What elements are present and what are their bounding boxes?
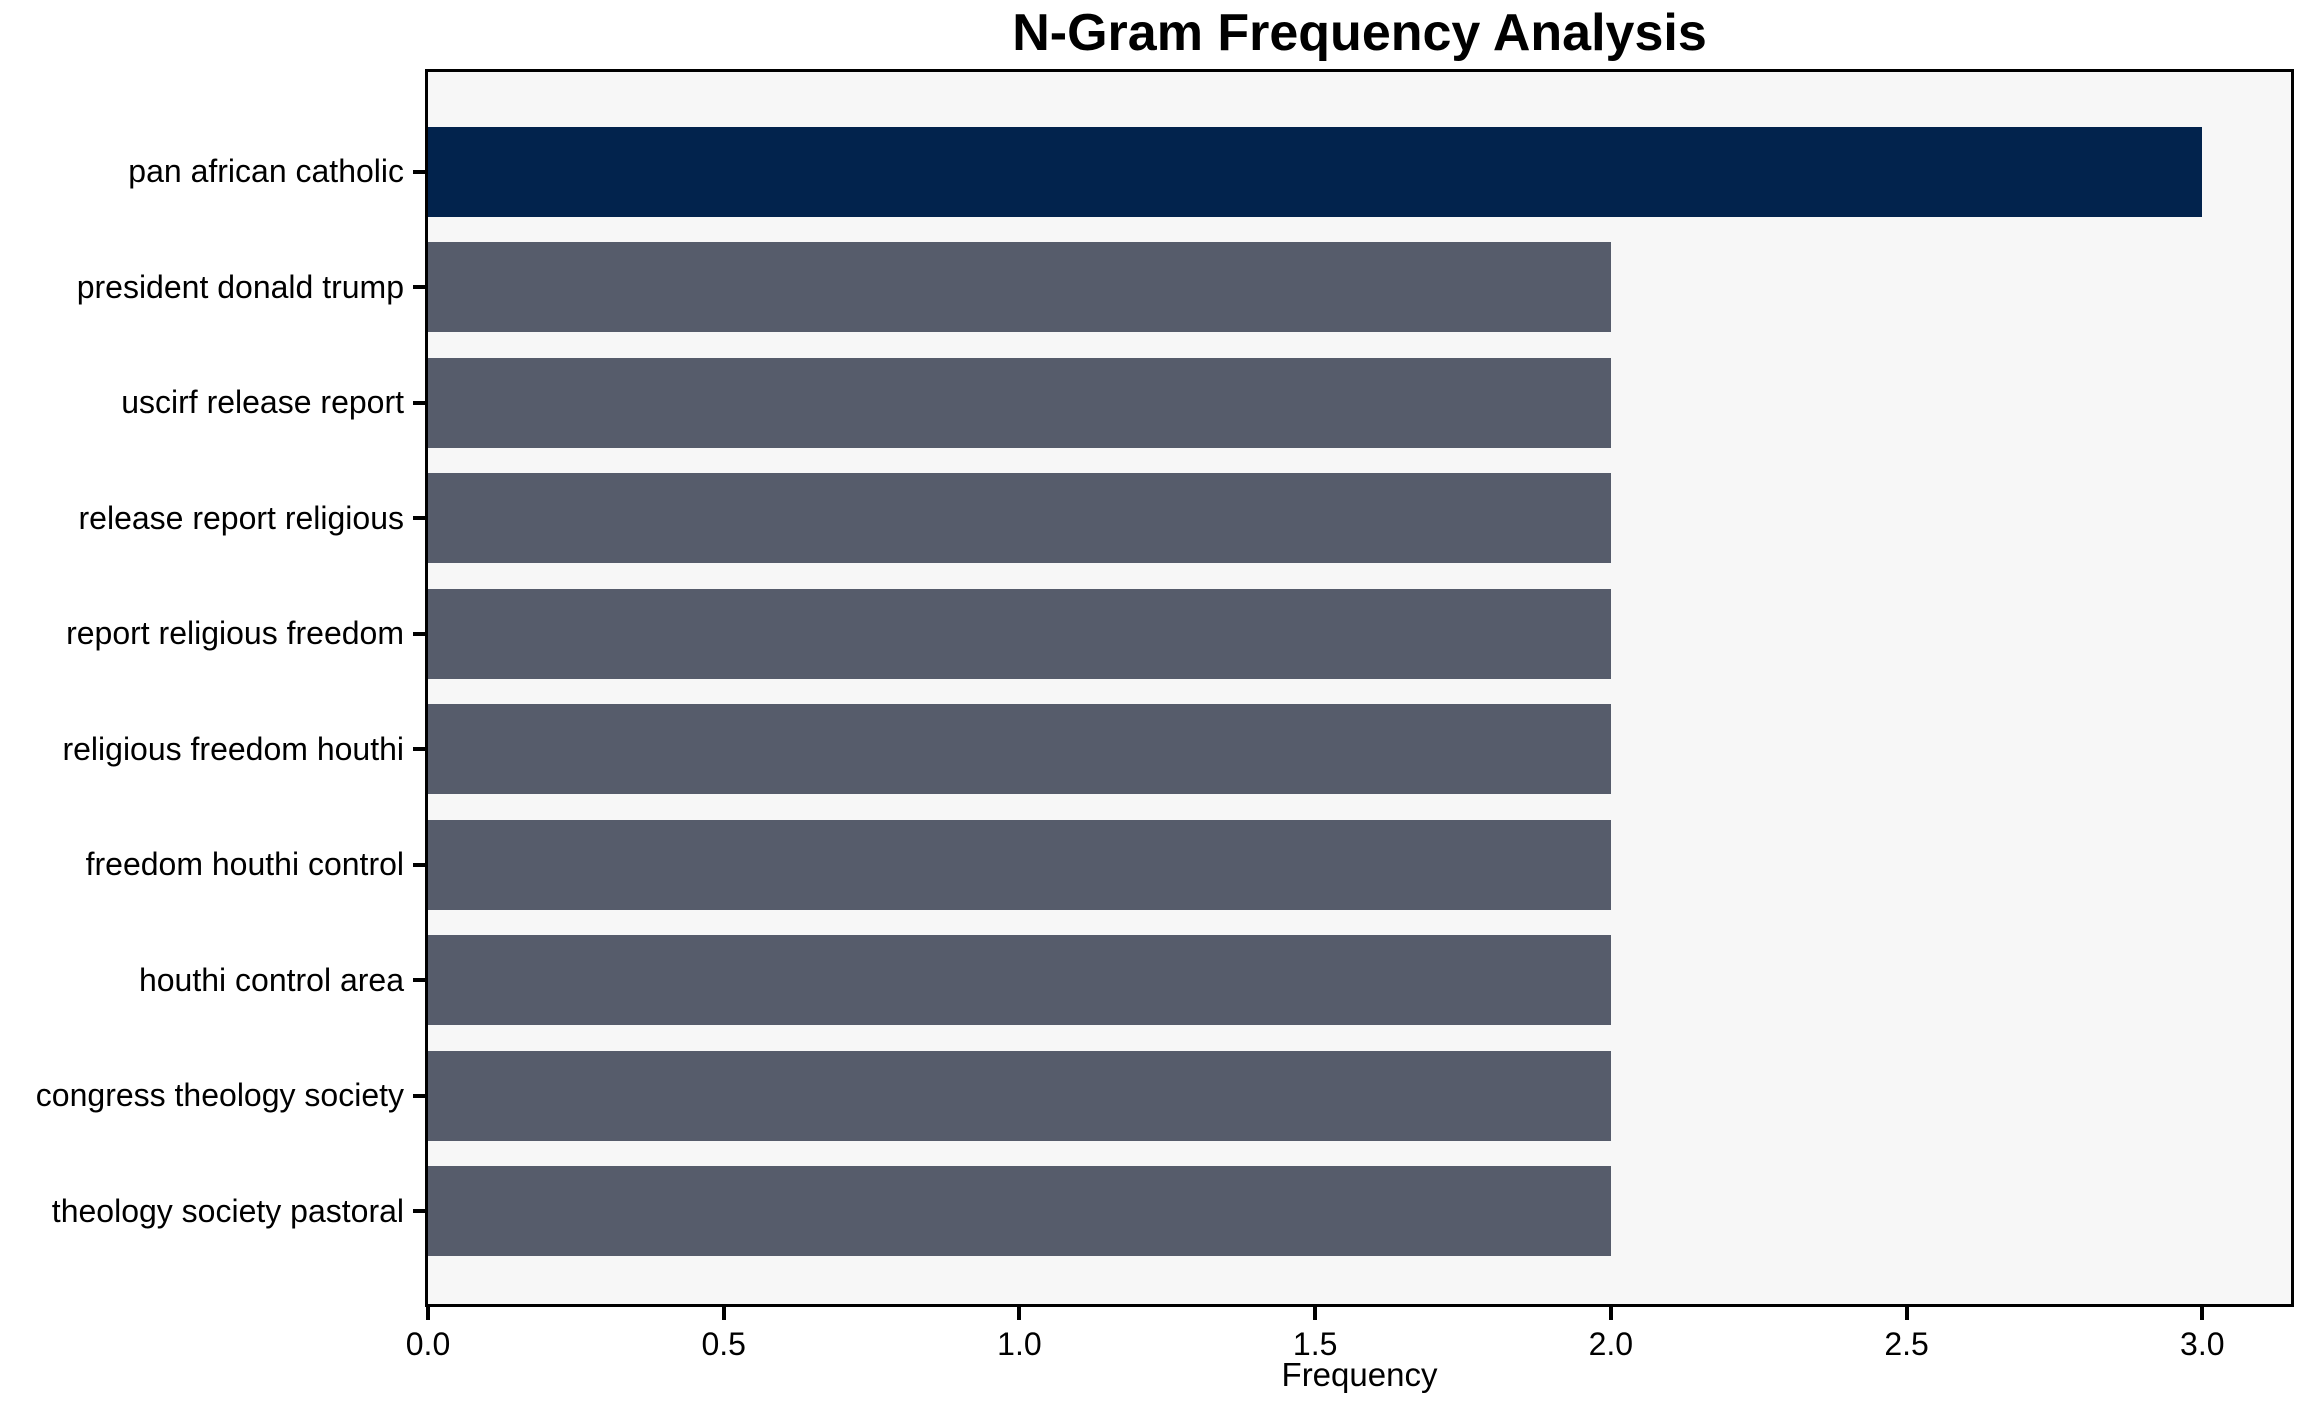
y-row: uscirf release report bbox=[0, 345, 425, 461]
y-tick-label: president donald trump bbox=[76, 268, 404, 305]
y-tick bbox=[413, 1209, 425, 1214]
y-row: release report religious bbox=[0, 461, 425, 577]
y-tick bbox=[413, 978, 425, 983]
x-tick-label: 0.5 bbox=[701, 1326, 746, 1362]
y-tick bbox=[413, 285, 425, 290]
plot-row bbox=[428, 807, 2291, 923]
x-tick bbox=[1313, 1307, 1318, 1320]
bar bbox=[428, 1166, 1611, 1257]
y-row: president donald trump bbox=[0, 230, 425, 346]
plot-row bbox=[428, 1038, 2291, 1154]
y-axis: pan african catholic president donald tru… bbox=[0, 72, 425, 1304]
y-tick bbox=[413, 862, 425, 867]
y-tick-label: release report religious bbox=[78, 499, 405, 536]
y-tick bbox=[413, 169, 425, 174]
bar bbox=[428, 473, 1611, 564]
x-tick bbox=[426, 1307, 430, 1320]
x-tick-label: 2.0 bbox=[1588, 1326, 1634, 1362]
x-tick bbox=[1608, 1307, 1613, 1320]
bar bbox=[428, 819, 1611, 910]
x-tick-label: 1.5 bbox=[1292, 1326, 1338, 1362]
x-tick-label: 1.0 bbox=[997, 1326, 1042, 1362]
plot-row bbox=[428, 114, 2291, 230]
x-tick-label: 3.0 bbox=[2180, 1326, 2225, 1362]
plot-row bbox=[428, 1154, 2291, 1270]
plot-row bbox=[428, 345, 2291, 461]
y-row: freedom houthi control bbox=[0, 807, 425, 923]
y-tick-label: uscirf release report bbox=[121, 384, 404, 421]
bar bbox=[428, 1050, 1611, 1141]
plot-row bbox=[428, 461, 2291, 577]
bar bbox=[428, 935, 1611, 1026]
y-tick-label: freedom houthi control bbox=[85, 846, 404, 883]
x-tick bbox=[1017, 1307, 1022, 1320]
x-tick-label: 0.0 bbox=[405, 1326, 451, 1362]
x-tick bbox=[721, 1307, 726, 1320]
y-row: report religious freedom bbox=[0, 576, 425, 692]
plot-row bbox=[428, 230, 2291, 346]
bar bbox=[428, 126, 2203, 217]
y-row: theology society pastoral bbox=[0, 1154, 425, 1270]
x-tick bbox=[1904, 1307, 1909, 1320]
y-row: pan african catholic bbox=[0, 114, 425, 230]
bar bbox=[428, 357, 1611, 448]
x-axis-title: Frequency bbox=[1281, 1356, 1438, 1393]
chart-title: N-Gram Frequency Analysis bbox=[1012, 4, 1707, 62]
bar bbox=[428, 704, 1611, 795]
y-tick bbox=[413, 516, 425, 521]
y-tick bbox=[413, 1093, 425, 1098]
plot-row bbox=[428, 692, 2291, 808]
y-tick-label: pan african catholic bbox=[128, 153, 404, 190]
x-axis: 0.0 0.5 1.0 1.5 2.0 2.5 3.0 bbox=[406, 1307, 2291, 1377]
y-tick bbox=[413, 400, 425, 405]
y-tick-label: religious freedom houthi bbox=[62, 730, 404, 767]
y-tick-label: congress theology society bbox=[35, 1077, 404, 1114]
plot-row bbox=[428, 576, 2291, 692]
y-tick bbox=[413, 747, 425, 752]
y-tick-label: theology society pastoral bbox=[51, 1192, 404, 1229]
bar bbox=[428, 588, 1611, 679]
plot-row bbox=[428, 923, 2291, 1039]
y-row: congress theology society bbox=[0, 1038, 425, 1154]
y-tick-label: houthi control area bbox=[138, 961, 404, 998]
y-row: houthi control area bbox=[0, 923, 425, 1039]
x-tick bbox=[2200, 1307, 2205, 1320]
plot-area bbox=[425, 69, 2294, 1307]
y-tick bbox=[413, 631, 425, 636]
y-tick-label: report religious freedom bbox=[66, 615, 404, 652]
bar bbox=[428, 242, 1611, 333]
x-tick-label: 2.5 bbox=[1884, 1326, 1929, 1362]
y-row: religious freedom houthi bbox=[0, 692, 425, 808]
